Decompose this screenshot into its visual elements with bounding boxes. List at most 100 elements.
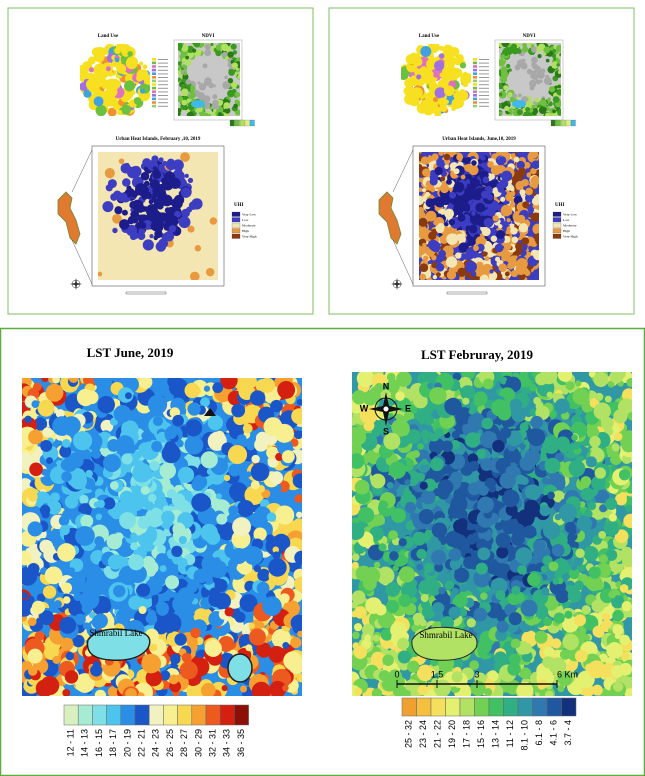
map-patch bbox=[444, 154, 451, 161]
legend-key bbox=[206, 705, 220, 725]
map-patch bbox=[149, 234, 153, 238]
map-patch bbox=[471, 211, 476, 216]
land-use-legend-text bbox=[158, 66, 168, 67]
land-use-map bbox=[399, 41, 473, 117]
land-use-legend-key bbox=[152, 83, 156, 86]
map-patch bbox=[206, 268, 214, 276]
map-patch bbox=[456, 154, 463, 161]
map-patch bbox=[542, 107, 547, 112]
map-patch bbox=[96, 105, 107, 116]
map-patch bbox=[97, 396, 115, 414]
map-patch bbox=[540, 505, 551, 516]
uhi-legend-key bbox=[232, 234, 240, 239]
uhi-legend-label: Low bbox=[242, 218, 249, 222]
map-patch bbox=[33, 383, 42, 392]
map-patch bbox=[131, 231, 139, 239]
uhi-legend-key bbox=[553, 212, 561, 217]
land-use-legend-key bbox=[152, 94, 156, 97]
map-patch bbox=[114, 206, 122, 214]
map-patch bbox=[454, 209, 458, 213]
map-patch bbox=[458, 214, 466, 222]
map-patch bbox=[204, 81, 209, 86]
land-use-legend-text bbox=[158, 88, 168, 89]
legend-key bbox=[121, 705, 135, 725]
map-patch bbox=[122, 210, 128, 216]
map-patch bbox=[532, 160, 541, 169]
map-patch bbox=[187, 610, 195, 618]
map-patch bbox=[146, 471, 154, 479]
map-patch bbox=[216, 493, 222, 499]
map-patch bbox=[124, 80, 135, 91]
map-patch bbox=[504, 106, 509, 111]
map-patch bbox=[169, 675, 179, 685]
map-patch bbox=[525, 484, 541, 500]
map-patch bbox=[195, 495, 211, 511]
legend-label: 14 - 13 bbox=[80, 729, 90, 757]
map-patch bbox=[179, 74, 183, 78]
map-patch bbox=[42, 510, 50, 518]
map-patch bbox=[141, 654, 161, 674]
map-patch bbox=[208, 415, 223, 430]
map-patch bbox=[50, 492, 60, 502]
legend-key bbox=[163, 705, 177, 725]
map-patch bbox=[190, 272, 200, 282]
lst-map bbox=[14, 369, 310, 704]
map-patch bbox=[436, 272, 441, 277]
map-patch bbox=[209, 560, 227, 578]
map-patch bbox=[228, 69, 235, 76]
map-patch bbox=[28, 521, 43, 536]
map-patch bbox=[128, 216, 135, 223]
map-patch bbox=[554, 85, 557, 88]
map-patch bbox=[439, 53, 445, 59]
map-patch bbox=[138, 228, 145, 235]
map-patch bbox=[568, 589, 582, 603]
ndvi-legend-key bbox=[250, 120, 255, 126]
map-patch bbox=[106, 66, 111, 71]
map-patch bbox=[101, 514, 113, 526]
map-patch bbox=[508, 68, 511, 71]
map-patch bbox=[97, 500, 105, 508]
map-patch bbox=[83, 567, 94, 578]
map-patch bbox=[374, 514, 385, 525]
map-patch bbox=[116, 192, 125, 201]
map-patch bbox=[454, 168, 460, 174]
map-patch bbox=[68, 452, 84, 468]
land-use-legend-key bbox=[473, 87, 477, 90]
legend-key bbox=[92, 705, 106, 725]
map-patch bbox=[275, 505, 294, 524]
land-use-legend-text bbox=[479, 63, 489, 64]
map-patch bbox=[500, 54, 505, 59]
map-patch bbox=[500, 76, 507, 83]
land-use-legend-key bbox=[152, 72, 156, 75]
legend-label: 20 - 19 bbox=[122, 729, 132, 757]
map-patch bbox=[145, 600, 152, 607]
map-patch bbox=[89, 67, 94, 72]
map-patch bbox=[119, 219, 130, 230]
map-patch bbox=[231, 404, 245, 418]
uhi-map bbox=[414, 147, 543, 285]
land-use-legend-key bbox=[473, 65, 477, 68]
map-patch bbox=[547, 392, 553, 398]
map-patch bbox=[195, 245, 201, 251]
map-patch bbox=[172, 493, 185, 506]
map-patch bbox=[156, 553, 168, 565]
map-patch bbox=[412, 450, 420, 458]
map-patch bbox=[602, 613, 610, 621]
map-patch bbox=[469, 225, 478, 234]
uhi-legend-label: Very High bbox=[242, 234, 257, 238]
land-use-legend-key bbox=[473, 94, 477, 97]
map-patch bbox=[476, 262, 484, 270]
map-patch bbox=[433, 221, 437, 225]
map-patch bbox=[605, 396, 612, 403]
map-patch bbox=[94, 96, 104, 106]
map-patch bbox=[557, 85, 561, 89]
map-patch bbox=[491, 236, 497, 242]
map-patch bbox=[466, 179, 470, 183]
map-patch bbox=[80, 515, 93, 528]
map-patch bbox=[117, 110, 122, 115]
map-patch bbox=[133, 204, 142, 213]
map-patch bbox=[583, 634, 590, 641]
land-use-legend-text bbox=[479, 91, 489, 92]
land-use-legend-text bbox=[158, 102, 168, 103]
map-patch bbox=[150, 644, 158, 652]
